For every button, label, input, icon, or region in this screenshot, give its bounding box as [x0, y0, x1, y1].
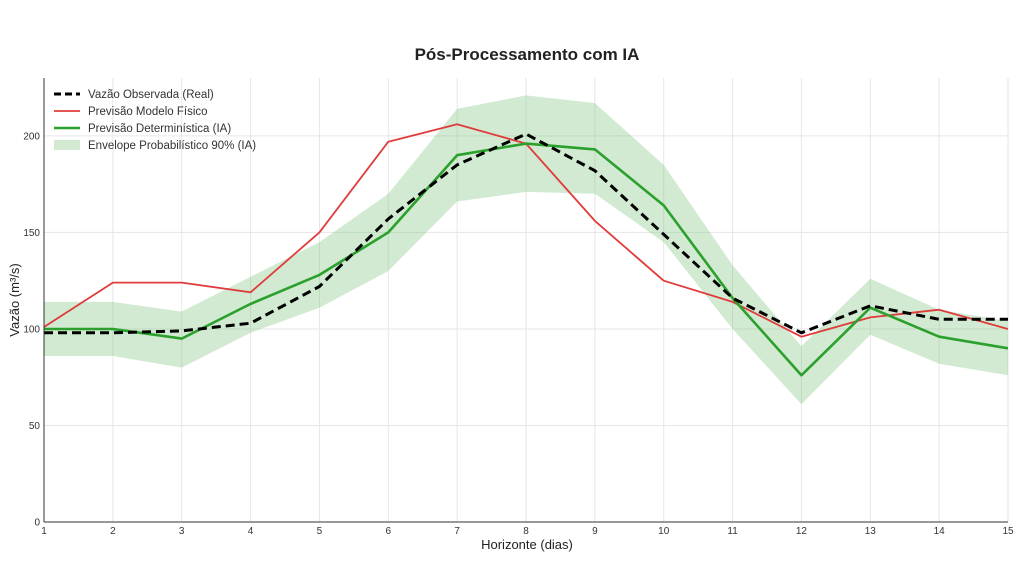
legend-label-band: Envelope Probabilístico 90% (IA)	[88, 140, 256, 152]
x-tick-label: 6	[386, 526, 392, 537]
x-axis-label: Horizonte (dias)	[481, 537, 573, 552]
x-tick-label: 15	[1002, 526, 1014, 537]
x-tick-label: 4	[248, 526, 254, 537]
legend-label-series-1: Previsão Modelo Físico	[88, 106, 208, 118]
x-tick-label: 3	[179, 526, 185, 537]
y-tick-label: 200	[23, 131, 40, 142]
x-tick-label: 10	[658, 526, 670, 537]
legend-label-series-0: Vazão Observada (Real)	[88, 89, 214, 101]
y-tick-label: 0	[34, 518, 40, 529]
x-tick-label: 14	[934, 526, 946, 537]
x-tick-label: 9	[592, 526, 598, 537]
x-tick-label: 11	[727, 526, 738, 537]
x-tick-label: 13	[865, 526, 877, 537]
y-axis-label: Vazão (m³/s)	[7, 263, 22, 336]
legend: Vazão Observada (Real) Previsão Modelo Fí…	[54, 89, 256, 152]
x-tick-label: 1	[41, 526, 47, 537]
x-tick-label: 8	[523, 526, 529, 537]
probabilistic-envelope	[44, 95, 1008, 405]
band-area	[44, 95, 1008, 405]
y-tick-label: 100	[23, 324, 40, 335]
series-line-0	[44, 132, 1008, 335]
grid	[43, 78, 1009, 523]
legend-label-series-2: Previsão Determinística (IA)	[88, 123, 231, 135]
x-tick-label: 12	[796, 526, 808, 537]
x-tick-label: 7	[454, 526, 460, 537]
y-tick-label: 150	[23, 228, 40, 239]
chart-title: Pós-Processamento com IA	[415, 45, 640, 64]
y-tick-label: 50	[29, 421, 41, 432]
x-tick-label: 5	[317, 526, 323, 537]
legend-swatch-band	[54, 140, 80, 150]
x-tick-label: 2	[110, 526, 116, 537]
series-lines	[43, 123, 1009, 377]
